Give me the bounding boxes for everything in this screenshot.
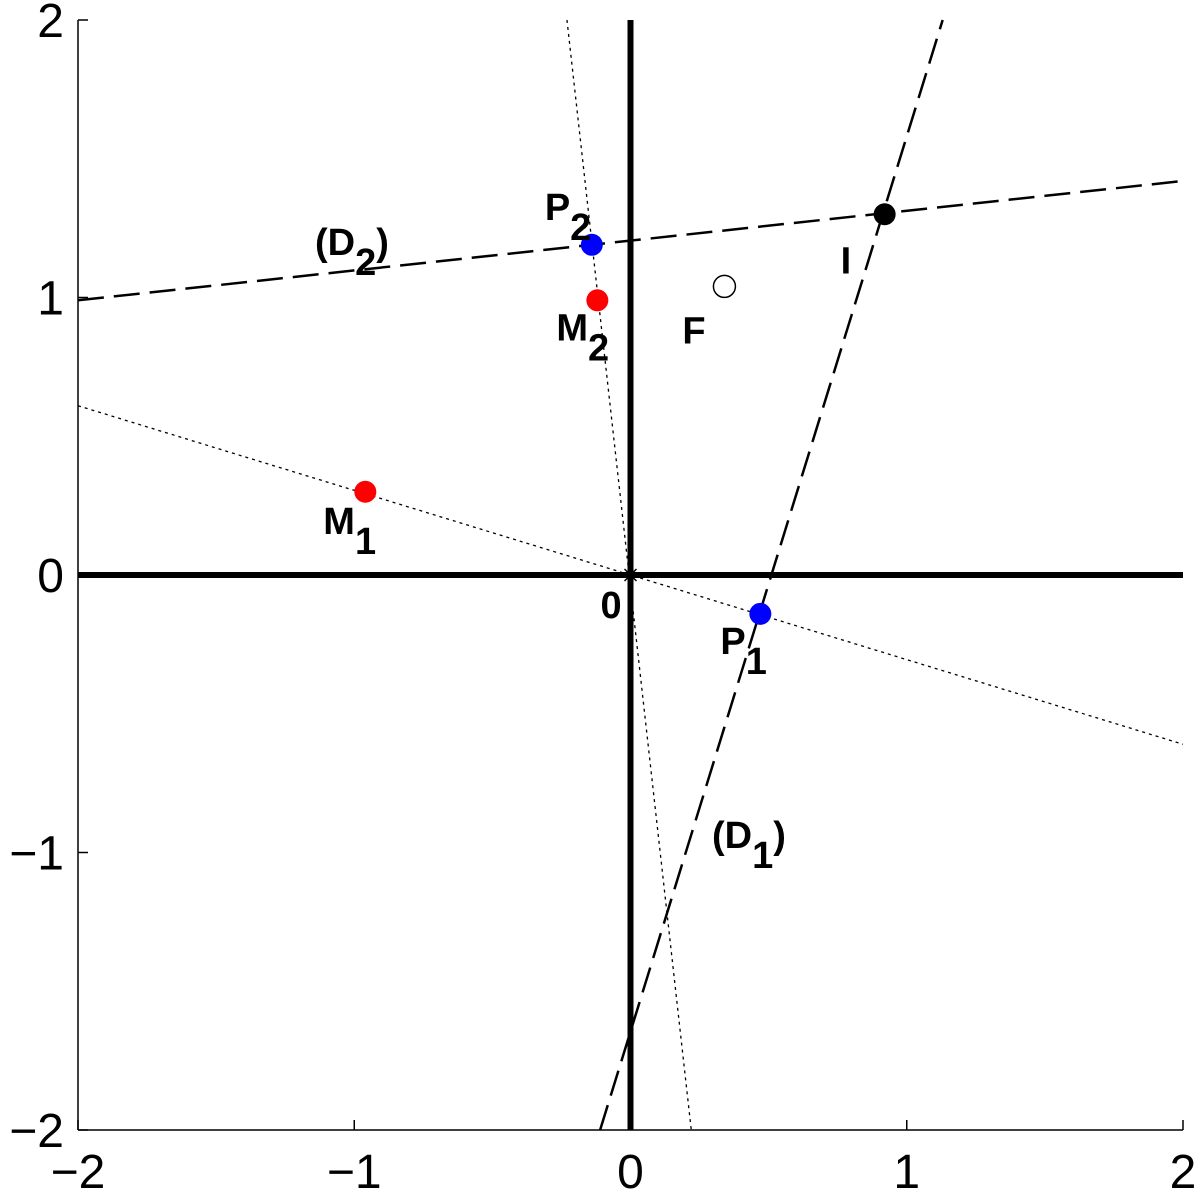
point-label-sub: 2: [588, 327, 609, 369]
point-label-sub: 1: [746, 641, 767, 683]
x-tick-label: 0: [617, 1146, 644, 1195]
point-label-main: M: [556, 307, 588, 349]
point-label: I: [841, 240, 852, 282]
y-tick-label: −2: [9, 1105, 64, 1158]
line-label-main: (D: [315, 222, 355, 264]
x-tick-label: −1: [327, 1146, 382, 1195]
point-label-sub: 1: [355, 521, 376, 563]
origin-marker: [622, 567, 639, 583]
line-label-main: (D: [712, 815, 752, 857]
point: [354, 480, 377, 503]
point-label: P2: [545, 187, 592, 249]
point-label-main: I: [841, 240, 852, 282]
line-label-suffix: ): [773, 815, 786, 857]
y-tick-label: 2: [37, 0, 64, 48]
line-label-suffix: ): [376, 222, 389, 264]
y-tick-label: −1: [9, 828, 64, 881]
point-label-main: 0: [601, 585, 622, 627]
point: [749, 602, 772, 625]
point-label: P1: [720, 621, 767, 683]
point: [873, 203, 896, 226]
point-label-main: F: [682, 310, 705, 352]
dashed-line: [77, 179, 1184, 302]
point-label: F: [682, 310, 705, 352]
point: [586, 289, 609, 312]
point: [712, 274, 737, 299]
line-label: (D1): [712, 815, 786, 877]
y-tick-label: 0: [37, 550, 64, 603]
point-label-main: M: [323, 501, 355, 543]
point-label-main: P: [545, 187, 570, 229]
x-tick-label: 2: [1170, 1146, 1197, 1195]
point-label: 0: [601, 585, 622, 627]
line-label: (D2): [315, 222, 389, 284]
point-label: M2: [556, 307, 609, 369]
line-label-sub: 2: [355, 242, 376, 284]
point-label: M1: [323, 501, 376, 563]
point-label-sub: 2: [570, 207, 591, 249]
point-label-main: P: [720, 621, 745, 663]
y-tick-label: 1: [37, 273, 64, 326]
dashed-line: [598, 19, 944, 1131]
x-tick-label: 1: [893, 1146, 920, 1195]
x-tick-label: −2: [51, 1146, 106, 1195]
line-label-sub: 1: [752, 835, 773, 877]
point: [580, 233, 603, 256]
